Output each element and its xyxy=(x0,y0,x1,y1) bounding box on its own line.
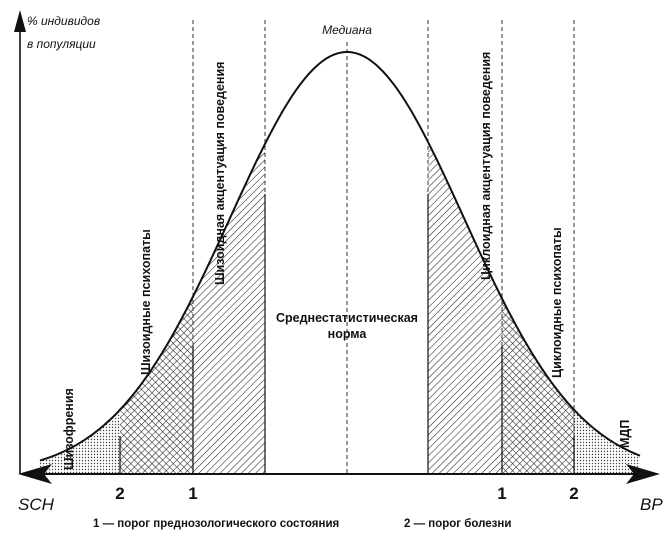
bell-curve xyxy=(39,51,641,462)
threshold-right-outer-number: 2 xyxy=(569,484,578,503)
schizoid-accentuation-hatched-area xyxy=(193,143,265,474)
schizoid-psychopaths-label: Шизоидные психопаты xyxy=(139,229,153,375)
threshold-left-inner-number: 1 xyxy=(188,484,197,503)
cycloid-accentuation-hatched-area xyxy=(428,141,502,474)
schizophrenia-label: Шизофрения xyxy=(62,388,76,470)
y-axis-label-line1: % индивидов xyxy=(27,14,100,28)
schizoid-psychopaths-crosshatch-area xyxy=(120,296,193,474)
schizophrenia-dotted-area xyxy=(40,409,120,474)
cycloid-psychopaths-label: Циклоидные психопаты xyxy=(550,227,564,378)
threshold-right-inner-number: 1 xyxy=(497,484,506,503)
x-axis-right-arrow-icon xyxy=(626,464,660,484)
median-label: Медиана xyxy=(322,23,372,37)
threshold-left-outer-number: 2 xyxy=(115,484,124,503)
legend-item-2: 2 — порог болезни xyxy=(404,518,511,530)
schizoid-accentuation-label: Шизоидная акцентуация поведения xyxy=(213,62,227,285)
x-axis-right-label: BP xyxy=(640,495,663,514)
legend-item-1: 1 — порог преднозологического состояния xyxy=(93,518,339,530)
y-axis-label-line2: в популяции xyxy=(27,37,96,51)
cycloid-psychopaths-crosshatch-area xyxy=(502,298,574,474)
mdp-label: МДП xyxy=(618,420,632,448)
x-axis-left-label: SCH xyxy=(18,495,55,514)
norm-label-line1: Среднестатистическая xyxy=(276,311,418,325)
y-axis-arrow-icon xyxy=(14,10,26,32)
cycloid-accentuation-label: Циклоидная акцентуация поведения xyxy=(479,52,493,280)
x-axis-left-arrow-icon xyxy=(18,464,52,484)
norm-label-line2: норма xyxy=(328,327,368,341)
